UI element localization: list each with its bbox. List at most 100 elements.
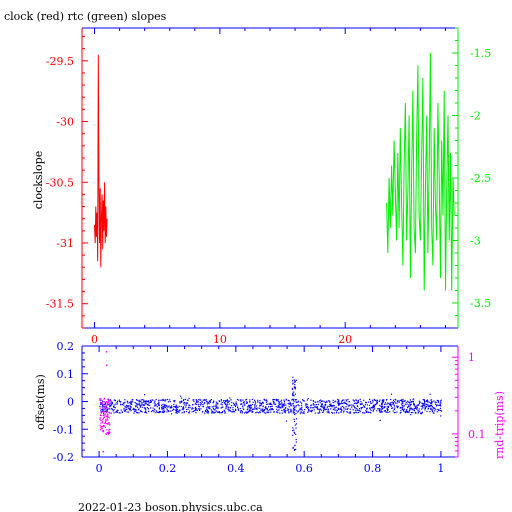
offset-point bbox=[284, 412, 287, 414]
roundtrip-point bbox=[105, 409, 107, 411]
offset-point bbox=[294, 381, 296, 383]
offset-point bbox=[156, 406, 158, 408]
offset-point bbox=[140, 410, 142, 413]
offset-point bbox=[356, 403, 358, 405]
offset-point bbox=[293, 429, 295, 431]
offset-point bbox=[273, 398, 275, 401]
offset-point bbox=[435, 403, 437, 405]
offset-point bbox=[217, 411, 219, 413]
offset-point bbox=[331, 405, 333, 407]
offset-point bbox=[180, 400, 182, 402]
offset-point bbox=[211, 406, 213, 408]
offset-point bbox=[249, 399, 251, 401]
roundtrip-point bbox=[103, 401, 106, 403]
offset-point bbox=[405, 401, 407, 403]
offset-point bbox=[216, 406, 218, 408]
offset-point bbox=[199, 409, 201, 411]
offset-point bbox=[188, 397, 190, 399]
offset-point bbox=[413, 404, 415, 406]
offset-point bbox=[410, 407, 412, 409]
offset-point bbox=[111, 409, 113, 411]
offset-point bbox=[359, 398, 361, 400]
offset-point bbox=[248, 405, 250, 407]
offset-point bbox=[430, 401, 433, 403]
roundtrip-point bbox=[109, 432, 111, 434]
offset-point bbox=[218, 412, 220, 414]
offset-point bbox=[427, 407, 430, 409]
offset-point bbox=[401, 408, 403, 411]
offset-point bbox=[215, 410, 217, 412]
offset-point bbox=[164, 399, 166, 401]
offset-point bbox=[162, 411, 164, 413]
offset-point bbox=[161, 404, 163, 406]
offset-point bbox=[360, 407, 362, 409]
offset-point bbox=[195, 403, 197, 405]
roundtrip-point bbox=[99, 419, 101, 421]
offset-point bbox=[345, 408, 347, 410]
offset-point bbox=[325, 408, 327, 410]
offset-point bbox=[229, 400, 231, 402]
offset-point bbox=[295, 438, 297, 441]
offset-point bbox=[338, 399, 340, 401]
offset-point bbox=[369, 408, 371, 410]
offset-point bbox=[425, 405, 427, 408]
offset-point bbox=[276, 408, 278, 410]
offset-point bbox=[422, 407, 424, 409]
offset-point bbox=[291, 410, 293, 412]
offset-point bbox=[303, 400, 305, 402]
offset-point bbox=[396, 400, 399, 403]
top-y-tick-label: -30.5 bbox=[46, 176, 74, 189]
offset-point bbox=[327, 411, 329, 413]
offset-point bbox=[317, 401, 319, 403]
roundtrip-point bbox=[108, 422, 110, 424]
offset-point bbox=[127, 401, 129, 403]
offset-point bbox=[114, 407, 116, 409]
offset-point bbox=[381, 403, 383, 405]
offset-point bbox=[288, 412, 290, 414]
offset-point bbox=[402, 398, 404, 400]
offset-point bbox=[117, 409, 119, 411]
offset-point bbox=[291, 388, 294, 391]
offset-point bbox=[170, 410, 172, 412]
offset-point bbox=[293, 398, 295, 400]
offset-point bbox=[218, 400, 221, 402]
offset-point bbox=[257, 399, 259, 401]
offset-point bbox=[294, 388, 297, 390]
offset-point bbox=[371, 407, 373, 409]
offset-point bbox=[387, 409, 389, 411]
offset-point bbox=[289, 401, 291, 404]
offset-point bbox=[367, 411, 369, 413]
offset-point bbox=[372, 409, 374, 411]
roundtrip-point bbox=[109, 428, 111, 431]
offset-point bbox=[432, 408, 434, 410]
offset-point bbox=[204, 399, 206, 401]
offset-point bbox=[325, 402, 327, 404]
offset-point bbox=[293, 391, 295, 393]
roundtrip-point bbox=[101, 422, 103, 424]
offset-point bbox=[374, 404, 376, 406]
offset-point bbox=[283, 411, 285, 413]
offset-point bbox=[269, 402, 272, 404]
offset-point bbox=[106, 408, 108, 410]
offset-point bbox=[158, 400, 160, 402]
offset-point bbox=[371, 402, 373, 404]
offset-point bbox=[374, 399, 377, 402]
offset-point bbox=[134, 402, 136, 404]
offset-point bbox=[152, 410, 154, 412]
offset-point bbox=[322, 405, 324, 407]
top-y2-tick-label: -3.5 bbox=[470, 297, 491, 310]
offset-point bbox=[151, 399, 153, 401]
offset-point bbox=[228, 410, 230, 412]
offset-point bbox=[242, 405, 244, 407]
offset-point bbox=[131, 401, 133, 403]
roundtrip-point bbox=[99, 414, 101, 416]
offset-point bbox=[300, 404, 303, 406]
offset-point bbox=[140, 399, 142, 401]
offset-point bbox=[265, 399, 268, 401]
offset-point bbox=[318, 410, 321, 412]
offset-point bbox=[221, 412, 223, 414]
roundtrip-point bbox=[103, 430, 105, 432]
offset-point bbox=[113, 404, 115, 406]
offset-point bbox=[438, 404, 440, 406]
offset-point bbox=[379, 404, 381, 407]
